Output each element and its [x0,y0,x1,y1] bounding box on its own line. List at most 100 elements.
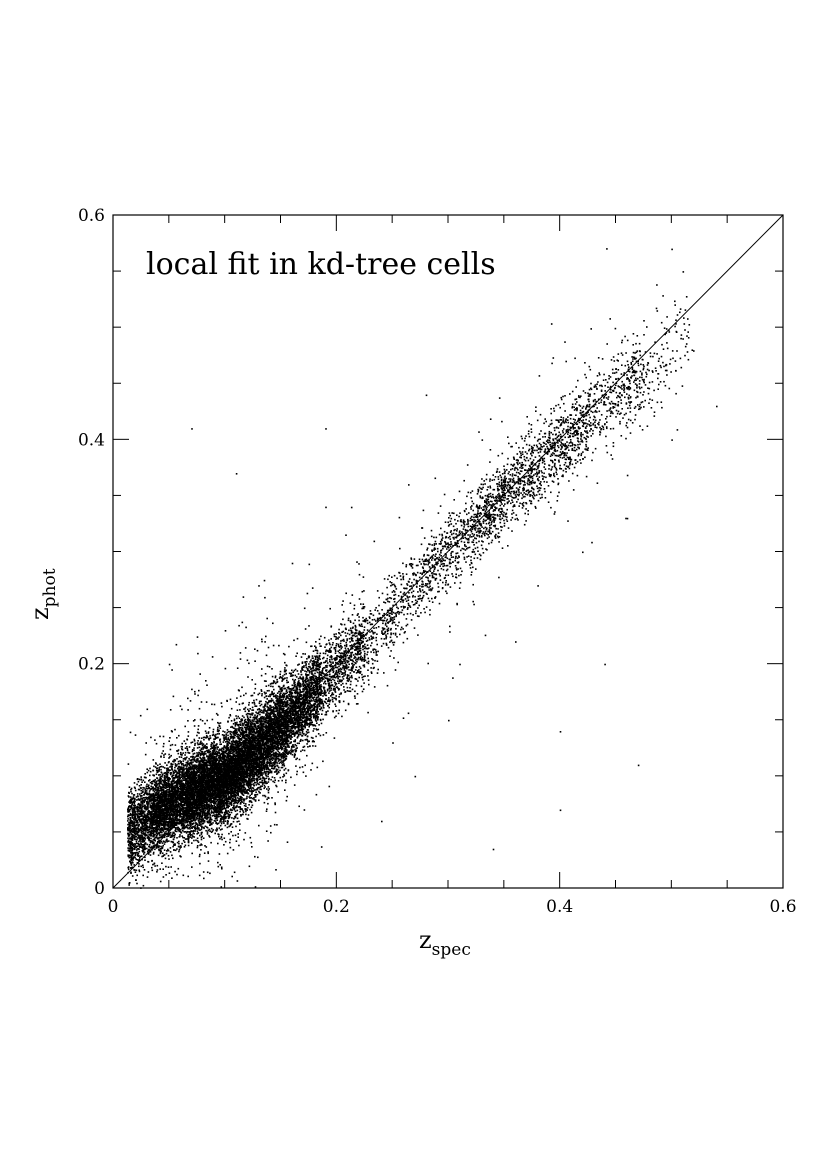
scatter-point [156,786,159,789]
scatter-point [197,740,199,742]
scatter-point [155,832,158,834]
scatter-point [174,766,176,769]
scatter-point [194,820,196,822]
scatter-point [198,822,201,824]
scatter-point [128,792,130,794]
scatter-point [155,835,158,837]
scatter-point [166,764,168,766]
scatter-point [166,839,168,842]
scatter-point [173,834,176,837]
scatter-point [158,827,161,829]
scatter-point [180,751,182,754]
scatter-point [175,797,177,799]
scatter-point [193,725,196,727]
scatter-point [147,813,150,816]
scatter-point [158,811,160,813]
scatter-point [189,833,191,835]
scatter-point [199,743,201,745]
scatter-point [168,840,170,842]
scatter-point [175,821,178,824]
scatter-point [135,879,137,881]
scatter-point [168,769,170,771]
scatter-point [149,827,151,829]
scatter-point [157,779,160,781]
scatter-point [139,807,141,810]
scatter-point [179,845,182,847]
scatter-point [177,802,180,804]
scatter-point [189,762,191,765]
scatter-point [160,771,163,773]
scatter-point [129,805,131,807]
scatter-point [171,794,174,796]
scatter-point [169,748,172,751]
scatter-point [193,810,195,812]
scatter-point [149,812,151,814]
scatter-point [163,767,166,769]
scatter-point [130,788,132,791]
scatter-point [184,800,187,803]
scatter-point [149,795,152,797]
scatter-point [159,823,161,825]
scatter-point [210,789,213,792]
scatter-point [216,772,219,775]
scatter-point [173,844,175,846]
scatter-point [159,799,161,802]
scatter-point [168,785,170,787]
scatter-point [185,757,187,760]
scatter-point [146,788,149,790]
scatter-point [176,808,179,810]
scatter-point [148,830,150,833]
scatter-point [216,730,219,732]
scatter-point [215,813,218,816]
scatter-point [167,801,169,803]
scatter-point [178,840,180,843]
scatter-point [180,782,183,785]
scatter-point [182,793,185,796]
scatter-point [140,815,143,817]
scatter-point [167,789,169,791]
scatter-point [155,818,157,821]
scatter-point [174,785,176,787]
scatter-point [147,853,150,855]
scatter-point [161,836,164,839]
scatter-point [132,852,134,854]
scatter-point [181,835,183,837]
scatter-point [142,874,144,877]
scatter-point [132,811,134,813]
scatter-point [130,799,132,801]
scatter-point [141,844,143,846]
scatter-point [128,827,131,830]
scatter-point [128,810,130,813]
scatter-point [178,787,181,790]
scatter-point [168,792,171,794]
scatter-point [152,798,154,801]
scatter-point [176,771,179,774]
scatter-point [192,765,194,768]
scatter-point [181,773,183,775]
scatter-point [178,799,181,802]
scatter-point [141,828,144,830]
scatter-point [202,768,205,771]
scatter-point [142,866,144,869]
scatter-point [162,811,165,813]
scatter-point [183,820,185,823]
scatter-point [175,791,177,794]
scatter-point [163,776,166,778]
scatter-point [212,754,214,757]
scatter-point [149,804,152,806]
scatter-point [144,796,147,799]
scatter-point [218,765,220,768]
scatter-point [127,832,129,835]
scatter-point [160,847,163,850]
scatter-point [174,795,176,798]
scatter-point [217,764,220,767]
scatter-point [169,773,172,776]
scatter-point [127,837,129,839]
scatter-point [206,820,209,823]
scatter-point [165,809,167,811]
scatter-point [169,818,172,820]
scatter-point [162,815,165,817]
scatter-point [172,835,175,837]
scatter-point [151,799,153,802]
scatter-point [176,758,178,760]
